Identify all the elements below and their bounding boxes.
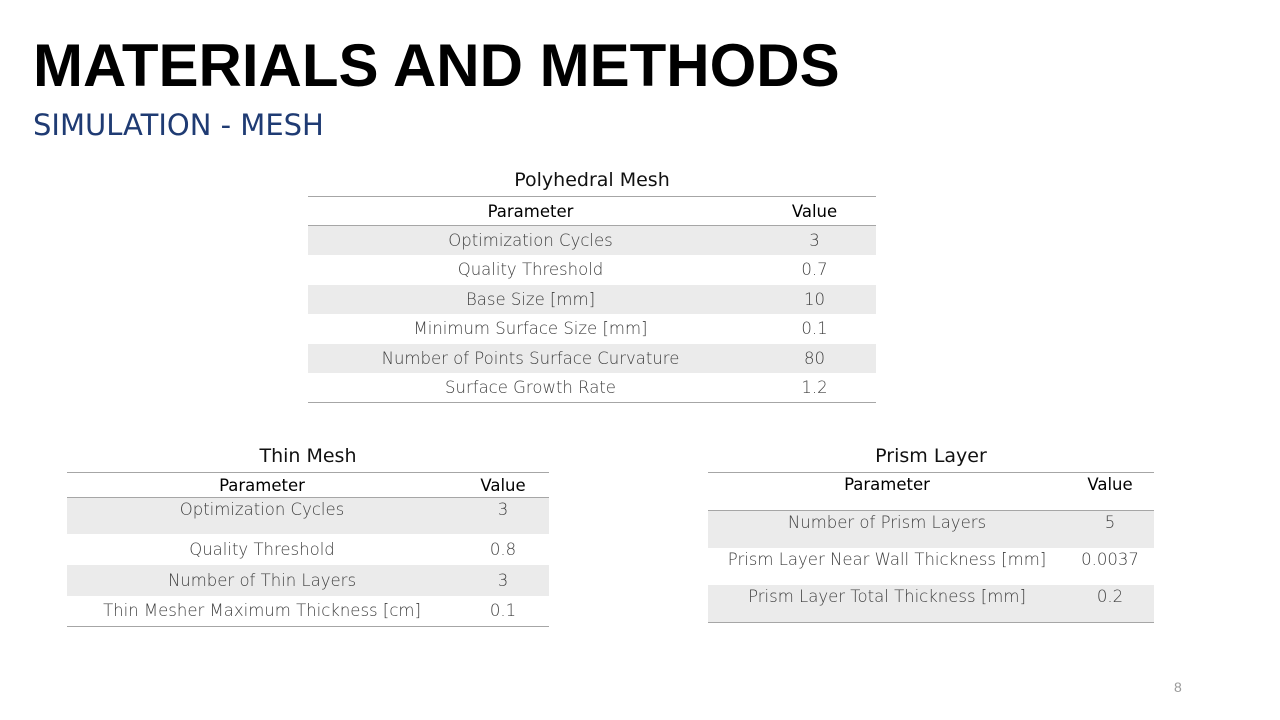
prism-layer-table: Parameter Value Number of Prism Layers 5…: [708, 472, 1154, 623]
table-row: Number of Points Surface Curvature 80: [308, 343, 876, 373]
thin-mesh-block: Thin Mesh Parameter Value Optimization C…: [67, 440, 549, 627]
value-cell: 0.2: [1066, 584, 1154, 623]
value-cell: 3: [457, 497, 549, 534]
polyhedral-mesh-table: Parameter Value Optimization Cycles 3 Qu…: [308, 196, 876, 403]
column-header-parameter: Parameter: [708, 472, 1066, 511]
table-row: Minimum Surface Size [mm] 0.1: [308, 314, 876, 344]
parameter-cell: Number of Prism Layers: [708, 510, 1066, 548]
parameter-cell: Quality Threshold: [457, 260, 604, 280]
parameter-cell: Base Size [mm]: [308, 284, 753, 314]
prism-layer-title: Prism Layer: [875, 445, 987, 467]
table-row: Prism Layer Total Thickness [mm] 0.2: [708, 584, 1154, 623]
parameter-cell: Number of Thin Layers: [67, 564, 457, 596]
thin-mesh-table: Parameter Value Optimization Cycles 3 Qu…: [67, 472, 549, 627]
table-row: Thin Mesher Maximum Thickness [cm] 0.1: [67, 595, 549, 627]
table-row: Number of Prism Layers 5: [708, 510, 1154, 548]
column-header-parameter: Parameter: [67, 472, 457, 498]
table-header-row: Parameter Value: [708, 472, 1154, 511]
polyhedral-mesh-title: Polyhedral Mesh: [514, 169, 670, 191]
column-header-value: Value: [457, 472, 549, 498]
value-cell: 3: [457, 564, 549, 596]
value-cell: 80: [753, 343, 876, 373]
value-cell: 0.7: [801, 260, 828, 280]
parameter-cell: Minimum Surface Size [mm]: [413, 319, 648, 339]
table-header-row: Parameter Value: [67, 472, 549, 498]
slide-title: MATERIALS AND METHODS: [33, 32, 840, 99]
table-row: Optimization Cycles 3: [308, 225, 876, 255]
table-row: Quality Threshold 0.8: [67, 534, 549, 565]
parameter-cell: Quality Threshold: [189, 539, 335, 559]
parameter-cell: Optimization Cycles: [308, 225, 753, 255]
table-row: Quality Threshold 0.7: [308, 255, 876, 285]
table-header-row: Parameter Value: [308, 196, 876, 226]
value-cell: 5: [1066, 510, 1154, 548]
parameter-cell: Optimization Cycles: [67, 497, 457, 534]
parameter-cell: Thin Mesher Maximum Thickness [cm]: [67, 595, 457, 627]
table-row: Surface Growth Rate 1.2: [308, 373, 876, 403]
column-header-parameter: Parameter: [308, 196, 753, 226]
parameter-cell: Number of Points Surface Curvature: [308, 343, 753, 373]
value-cell: 10: [753, 284, 876, 314]
slide-subtitle: SIMULATION - MESH: [33, 108, 324, 142]
value-cell: 0.8: [489, 539, 517, 559]
parameter-cell: Surface Growth Rate: [308, 373, 753, 403]
value-cell: 0.0037: [1081, 549, 1139, 569]
prism-layer-block: Prism Layer Parameter Value Number of Pr…: [708, 440, 1154, 623]
value-cell: 0.1: [801, 319, 828, 339]
thin-mesh-title: Thin Mesh: [259, 445, 357, 467]
table-row: Optimization Cycles 3: [67, 497, 549, 534]
column-header-value: Value: [1066, 472, 1154, 511]
value-cell: 1.2: [753, 373, 876, 403]
value-cell: 3: [753, 225, 876, 255]
table-row: Base Size [mm] 10: [308, 284, 876, 314]
polyhedral-mesh-block: Polyhedral Mesh Parameter Value Optimiza…: [308, 164, 876, 403]
page-number: 8: [1174, 679, 1182, 695]
table-row: Number of Thin Layers 3: [67, 564, 549, 596]
table-row: Prism Layer Near Wall Thickness [mm] 0.0…: [708, 548, 1154, 585]
value-cell: 0.1: [457, 595, 549, 627]
parameter-cell: Prism Layer Near Wall Thickness [mm]: [727, 549, 1047, 569]
parameter-cell: Prism Layer Total Thickness [mm]: [708, 584, 1066, 623]
column-header-value: Value: [753, 196, 876, 226]
